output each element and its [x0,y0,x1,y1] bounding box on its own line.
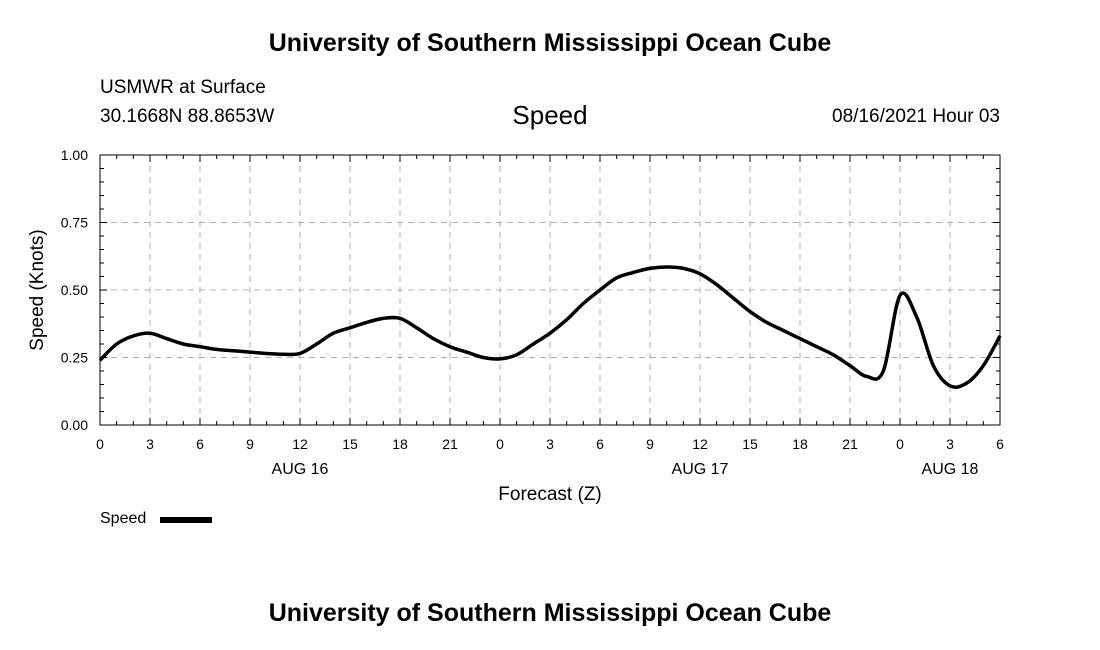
x-tick-label: 12 [692,436,708,452]
station-name: USMWR at Surface [100,77,266,98]
legend-label-speed: Speed [100,510,147,527]
x-tick-label: 6 [996,436,1004,452]
x-tick-label: 21 [442,436,458,452]
date-label: AUG 17 [672,461,729,478]
x-tick-label: 0 [896,436,904,452]
y-tick-label: 0.25 [61,350,88,366]
series-line-speed [98,265,1002,389]
y-tick-label: 0.00 [61,417,88,433]
x-tick-label: 3 [146,436,154,452]
x-tick-label: 3 [546,436,554,452]
x-tick-label: 15 [742,436,758,452]
chart-title-bottom: University of Southern Mississippi Ocean… [268,599,832,627]
date-label: AUG 18 [922,461,979,478]
x-tick-label: 12 [292,436,308,452]
x-tick-label: 0 [96,436,104,452]
x-tick-label: 9 [646,436,654,452]
x-tick-label: 6 [596,436,604,452]
x-tick-label: 0 [496,436,504,452]
x-tick-label: 21 [842,436,858,452]
x-tick-label: 15 [342,436,358,452]
y-tick-label: 0.75 [61,215,88,231]
date-label: AUG 16 [272,461,329,478]
variable-title: Speed [512,100,588,130]
x-tick-label: 18 [392,436,408,452]
x-tick-label: 6 [196,436,204,452]
y-axis-label: Speed (Knots) [27,229,48,350]
y-tick-label: 1.00 [61,147,88,163]
x-tick-label: 3 [946,436,954,452]
x-tick-label: 9 [246,436,254,452]
chart-title-top: University of Southern Mississippi Ocean… [268,29,832,57]
issue-time: 08/16/2021 Hour 03 [832,106,1000,127]
x-axis-label: Forecast (Z) [498,484,601,505]
x-tick-label: 18 [792,436,808,452]
y-tick-label: 0.50 [61,282,88,298]
legend-swatch-speed [160,517,212,523]
station-coords: 30.1668N 88.8653W [100,106,275,127]
